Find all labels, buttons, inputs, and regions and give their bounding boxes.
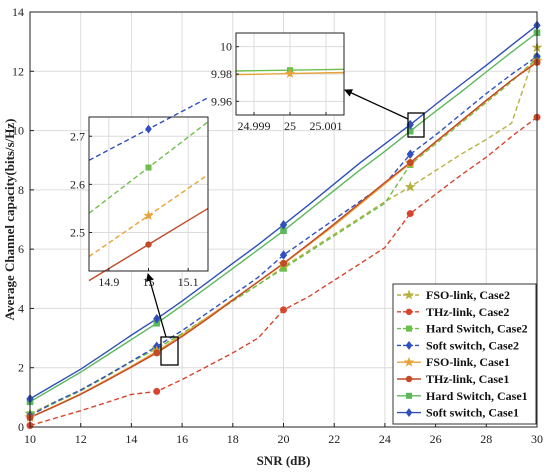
inset-data-point xyxy=(284,68,296,78)
zoom-box-25db xyxy=(407,112,425,138)
legend-marker xyxy=(403,356,415,367)
data-point xyxy=(153,313,161,324)
inset-x-tick-label: 15.1 xyxy=(178,275,199,289)
y-tick-label: 0 xyxy=(18,420,24,434)
x-tick-label: 28 xyxy=(480,432,492,446)
legend-label: THz-link, Case2 xyxy=(426,305,509,319)
inset-data-point xyxy=(145,241,152,248)
inset-y-tick-label: 9.96 xyxy=(211,94,232,108)
y-axis-title: Average Channel capacity(bits/s/Hz) xyxy=(2,119,17,321)
legend-label: Soft switch, Case1 xyxy=(426,406,519,420)
inset-x-tick-label: 25.001 xyxy=(310,119,343,133)
zoom-box-15db xyxy=(160,336,179,366)
inset-x-tick-label: 25 xyxy=(284,119,296,133)
arrow-to-inset-15db xyxy=(146,273,167,338)
legend-marker xyxy=(403,289,415,300)
x-tick-label: 20 xyxy=(278,432,290,446)
legend-marker xyxy=(405,408,413,418)
x-tick-label: 16 xyxy=(176,432,188,446)
inset-data-point xyxy=(145,164,152,171)
legend-label: FSO-link, Case1 xyxy=(426,355,510,369)
x-tick-label: 12 xyxy=(75,432,87,446)
legend-marker xyxy=(405,392,413,399)
y-tick-label: 4 xyxy=(18,301,24,315)
legend-label: Hard Switch, Case1 xyxy=(426,389,528,403)
inset-y-tick-label: 2.7 xyxy=(70,129,85,143)
legend-label: Hard Switch, Case2 xyxy=(426,322,528,336)
legend-marker xyxy=(405,308,413,315)
data-point xyxy=(406,210,414,218)
x-tick-label: 30 xyxy=(531,432,543,446)
legend-marker xyxy=(405,340,413,350)
data-point xyxy=(406,159,414,167)
y-tick-label: 10 xyxy=(12,124,24,138)
legend-marker xyxy=(405,325,413,332)
legend-label: FSO-link, Case2 xyxy=(426,288,510,302)
x-tick-label: 14 xyxy=(125,432,137,446)
x-tick-label: 10 xyxy=(24,432,36,446)
legend-marker xyxy=(405,375,413,383)
y-tick-label: 8 xyxy=(18,183,24,197)
legend-label: Soft switch, Case2 xyxy=(426,338,519,352)
data-point xyxy=(404,181,416,192)
data-point xyxy=(153,349,161,357)
x-tick-label: 26 xyxy=(430,432,442,446)
inset-y-tick-label: 10 xyxy=(220,40,232,54)
inset-data-point xyxy=(143,210,154,221)
x-tick-label: 18 xyxy=(227,432,239,446)
inset-25db: 24.999 25 25.001 9.96 9.98 10 xyxy=(211,32,345,133)
y-tick-label: 14 xyxy=(12,5,24,19)
inset-15db: 14.9 15 15.12.52.62.7 xyxy=(70,97,209,289)
data-point xyxy=(280,306,287,314)
x-tick-label: 22 xyxy=(328,432,340,446)
data-point xyxy=(280,259,287,267)
legend-box xyxy=(392,283,537,425)
inset-y-tick-label: 9.98 xyxy=(211,67,232,81)
inset-data-point xyxy=(145,124,152,134)
y-tick-label: 2 xyxy=(18,361,24,375)
x-axis-title: SNR (dB) xyxy=(257,453,311,468)
arrow-to-inset-25db xyxy=(344,89,409,120)
inset-x-tick-label: 24.999 xyxy=(238,119,271,133)
y-tick-label: 12 xyxy=(12,64,24,78)
inset-y-tick-label: 2.6 xyxy=(70,177,85,191)
data-point xyxy=(153,387,161,395)
inset-y-tick-label: 2.5 xyxy=(70,226,85,240)
y-tick-label: 6 xyxy=(18,242,24,256)
legend-label: THz-link, Case1 xyxy=(426,372,509,386)
x-tick-label: 24 xyxy=(379,432,391,446)
inset-x-tick-label: 14.9 xyxy=(98,275,119,289)
data-point xyxy=(279,220,288,230)
